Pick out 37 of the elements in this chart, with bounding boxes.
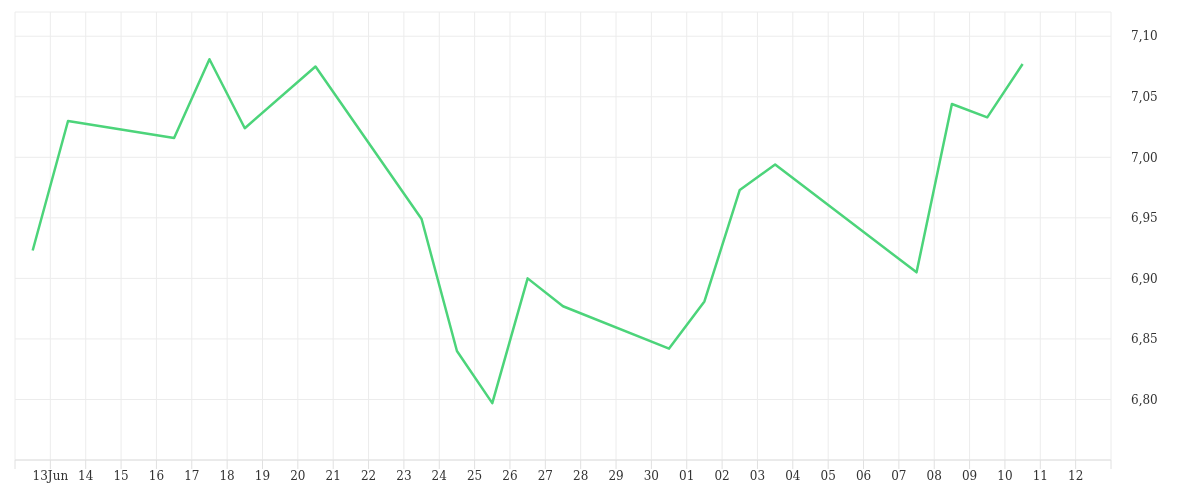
y-tick-label: 6,95 [1131, 211, 1158, 226]
x-tick-label: 04 [785, 468, 801, 483]
x-tick-label: 15 [113, 468, 129, 483]
x-tick-label: 30 [643, 468, 660, 483]
x-tick-label: 26 [502, 468, 518, 483]
x-tick-label: 27 [537, 468, 553, 483]
x-tick-label: 08 [926, 468, 942, 483]
x-tick-label: 22 [360, 468, 377, 483]
y-tick-label: 7,10 [1131, 29, 1158, 44]
x-tick-label: 09 [961, 468, 978, 483]
x-tick-label: 25 [466, 468, 483, 483]
x-tick-label: 07 [891, 468, 907, 483]
y-tick-label: 7,05 [1131, 90, 1158, 105]
x-tick-label: 21 [325, 468, 341, 483]
x-tick-label: 02 [714, 468, 730, 483]
y-tick-label: 6,85 [1131, 332, 1158, 347]
x-tick-label: 17 [184, 468, 200, 483]
x-tick-label: 29 [608, 468, 624, 483]
x-tick-label: 28 [573, 468, 589, 483]
x-tick-label: 14 [78, 468, 94, 483]
y-tick-label: 6,80 [1131, 392, 1158, 407]
x-tick-label: 13Jun [32, 468, 69, 483]
x-tick-label: 16 [148, 468, 165, 483]
y-tick-label: 7,00 [1131, 150, 1158, 165]
x-tick-label: 19 [254, 468, 271, 483]
x-tick-label: 12 [1068, 468, 1084, 483]
x-tick-label: 24 [431, 468, 448, 483]
x-tick-label: 11 [1032, 468, 1048, 483]
x-tick-label: 18 [219, 468, 235, 483]
x-tick-label: 23 [396, 468, 412, 483]
x-tick-label: 20 [290, 468, 306, 483]
x-tick-label: 05 [820, 468, 836, 483]
x-tick-label: 10 [997, 468, 1013, 483]
y-tick-label: 6,90 [1131, 271, 1158, 286]
x-tick-label: 03 [749, 468, 766, 483]
x-tick-label: 01 [679, 468, 695, 483]
x-tick-label: 06 [855, 468, 872, 483]
